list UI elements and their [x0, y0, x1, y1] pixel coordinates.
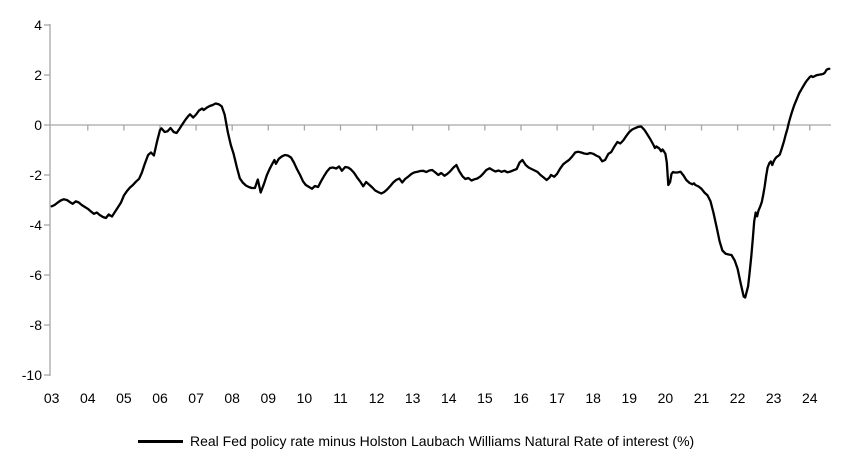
x-axis-tick-label: 05 — [116, 390, 132, 406]
x-axis-tick-label: 17 — [549, 390, 565, 406]
legend: Real Fed policy rate minus Holston Lauba… — [138, 433, 694, 450]
data-series-line — [50, 67, 831, 299]
y-axis-tick-label: -4 — [29, 217, 42, 233]
y-axis-tick-label: 2 — [34, 67, 42, 83]
x-axis-tick-label: 14 — [441, 390, 457, 406]
x-axis-tick-label: 19 — [621, 390, 638, 406]
x-axis-tick-label: 03 — [43, 390, 60, 406]
line-chart-plot — [44, 24, 831, 376]
y-axis-tick-label: -10 — [21, 367, 42, 383]
legend-label: Real Fed policy rate minus Holston Lauba… — [190, 433, 695, 449]
y-axis-tick-label: -6 — [29, 267, 42, 283]
x-axis-tick-label: 22 — [729, 390, 746, 406]
x-axis-tick-label: 20 — [657, 390, 674, 406]
x-axis-tick-label: 04 — [80, 390, 96, 406]
x-axis-tick-label: 06 — [152, 390, 168, 406]
x-axis-tick-label: 23 — [765, 390, 782, 406]
x-axis-tick-label: 15 — [477, 390, 493, 406]
x-axis-tick-label: 07 — [188, 390, 204, 406]
x-axis-tick-label: 24 — [802, 390, 818, 406]
x-axis-tick-label: 16 — [513, 390, 529, 406]
x-axis-tick-label: 09 — [260, 390, 277, 406]
x-axis-tick-label: 08 — [224, 390, 240, 406]
y-axis-tick-label: 4 — [34, 17, 42, 33]
x-axis-tick-label: 11 — [333, 390, 348, 406]
x-axis-tick-label: 10 — [296, 390, 313, 406]
x-axis-tick-label: 12 — [368, 390, 385, 406]
y-axis-tick-label: -2 — [29, 167, 42, 183]
x-axis-tick-label: 18 — [585, 390, 601, 406]
legend-line-sample — [138, 440, 183, 443]
y-axis-tick-label: 0 — [34, 117, 42, 133]
x-axis-tick-label: 13 — [404, 390, 421, 406]
y-axis-tick-label: -8 — [29, 317, 42, 333]
x-axis-tick-label: 21 — [693, 390, 710, 406]
